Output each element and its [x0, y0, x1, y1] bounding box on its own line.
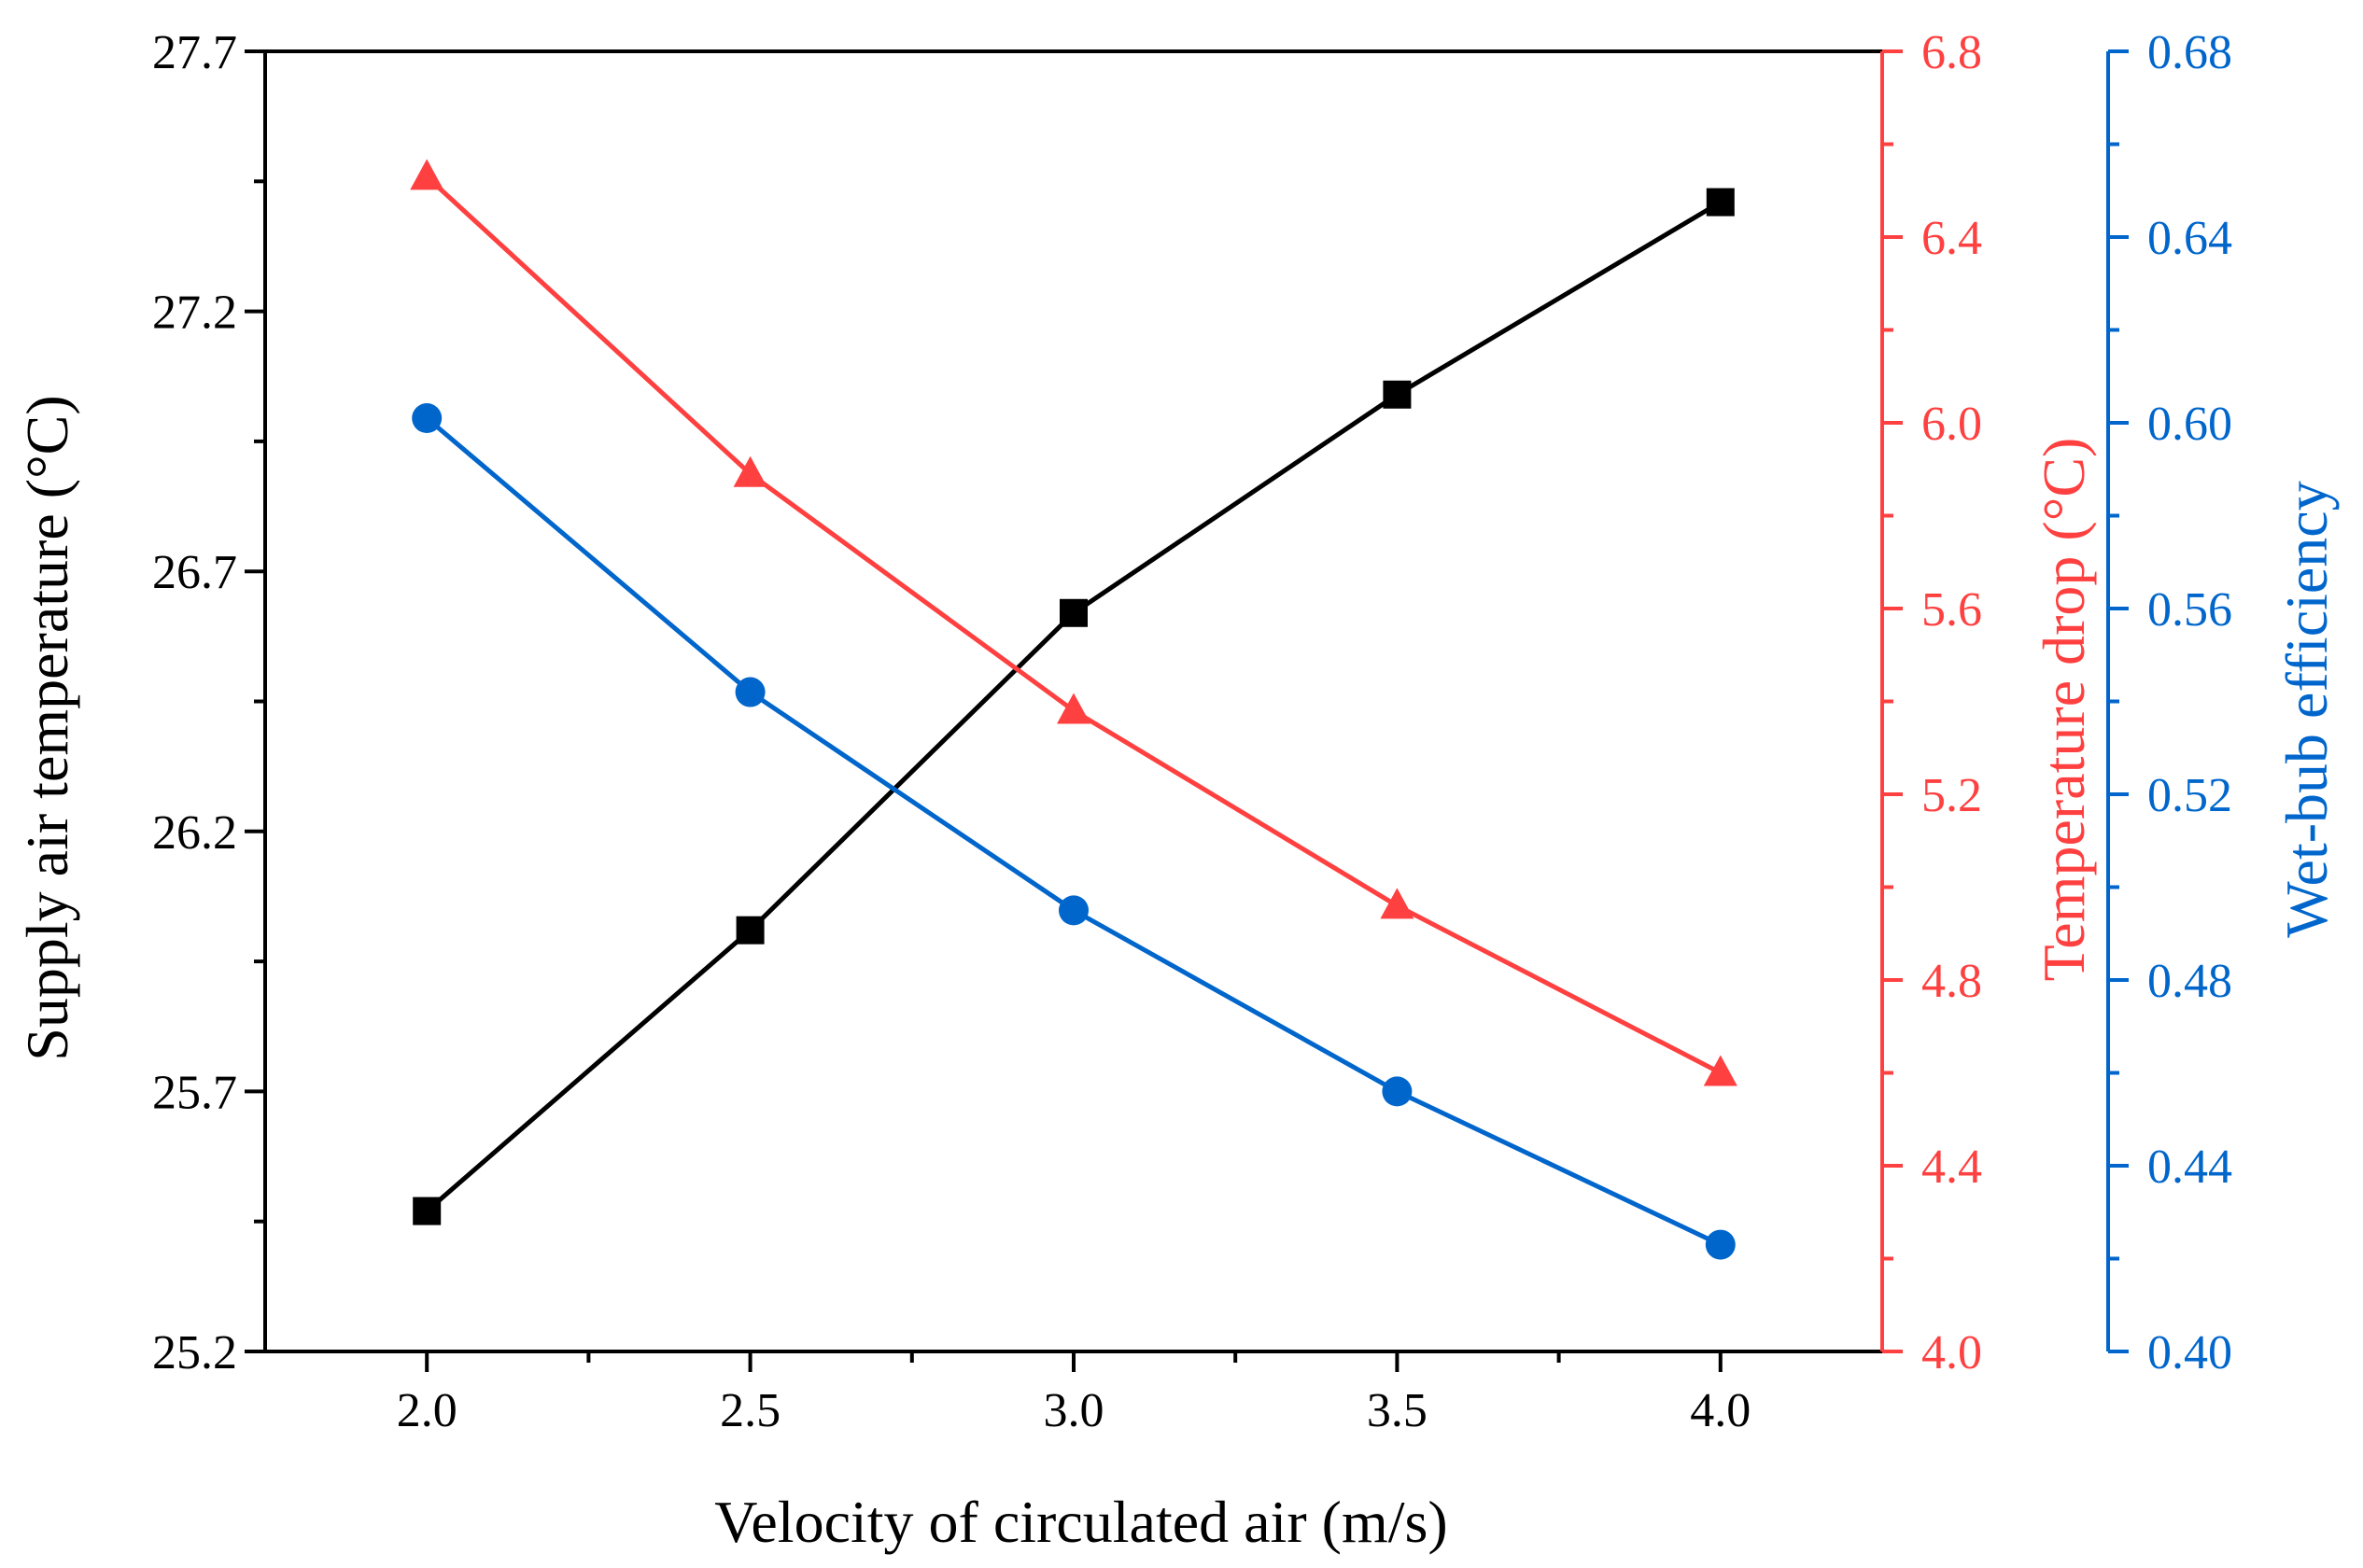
y-tick-label-left: 26.7	[152, 546, 237, 599]
data-point-left	[1383, 380, 1412, 409]
y-tick-label-right2: 0.56	[2147, 583, 2232, 637]
data-point-left	[1706, 188, 1735, 217]
y-tick-label-left: 27.2	[152, 287, 237, 340]
data-point-right2	[412, 403, 443, 434]
y-tick-label-right1: 5.2	[1921, 769, 1982, 822]
data-point-left	[413, 1197, 442, 1225]
y-tick-label-right2: 0.52	[2147, 769, 2232, 822]
y-tick-label-left: 25.7	[152, 1066, 237, 1119]
y-tick-label-right1: 4.0	[1921, 1326, 1982, 1379]
y-tick-label-right1: 6.0	[1921, 398, 1982, 451]
y-tick-label-right2: 0.48	[2147, 955, 2232, 1008]
y-axis-label-temperature-drop: Temperature drop (°C)	[2031, 438, 2097, 982]
y-tick-label-right1: 4.4	[1921, 1141, 1982, 1194]
data-point-right1	[733, 455, 767, 487]
data-point-right1	[410, 159, 444, 190]
series-line-right2	[425, 416, 1722, 1247]
series-layer	[410, 159, 1737, 1260]
y-tick-label-left: 26.2	[152, 806, 237, 860]
y-tick-label-right1: 5.6	[1921, 583, 1982, 637]
y-tick-label-left: 27.7	[152, 26, 237, 79]
x-tick-label: 4.0	[1690, 1384, 1751, 1437]
data-point-right2	[1059, 895, 1089, 926]
x-tick-label: 2.5	[720, 1384, 781, 1437]
axes-layer: 2.0 2.5 3.0 3.5 4.0 25.2 25.7 26.2 26.7 27.2 27.7 4…	[152, 26, 2232, 1437]
data-point-right1	[1057, 693, 1090, 724]
data-point-left	[736, 916, 765, 945]
data-point-left	[1060, 598, 1088, 627]
x-tick-label: 3.5	[1367, 1384, 1428, 1437]
y-tick-label-right2: 0.60	[2147, 398, 2232, 451]
x-tick-label: 2.0	[397, 1384, 457, 1437]
y-tick-label-right1: 4.8	[1921, 955, 1982, 1008]
data-point-right1	[1380, 888, 1414, 919]
y-axis-label-wet-bulb-efficiency: Wet-bub efficiency	[2273, 481, 2340, 937]
data-point-right2	[735, 677, 766, 707]
data-point-right1	[1703, 1055, 1737, 1086]
y-tick-label-right1: 6.4	[1921, 212, 1982, 265]
y-tick-label-right1: 6.8	[1921, 26, 1982, 79]
y-tick-label-left: 25.2	[152, 1326, 237, 1379]
y-tick-label-right2: 0.44	[2147, 1141, 2232, 1194]
y-tick-label-right2: 0.64	[2147, 212, 2232, 265]
data-point-right2	[1382, 1076, 1413, 1107]
y-tick-label-right2: 0.40	[2147, 1326, 2232, 1379]
y-tick-label-right2: 0.68	[2147, 26, 2232, 79]
y-axis-label-left: Supply air temperature (°C)	[14, 395, 80, 1060]
data-point-right2	[1705, 1229, 1736, 1260]
x-axis-label: Velocity of circulated air (m/s)	[714, 1489, 1447, 1555]
x-tick-label: 3.0	[1044, 1384, 1104, 1437]
